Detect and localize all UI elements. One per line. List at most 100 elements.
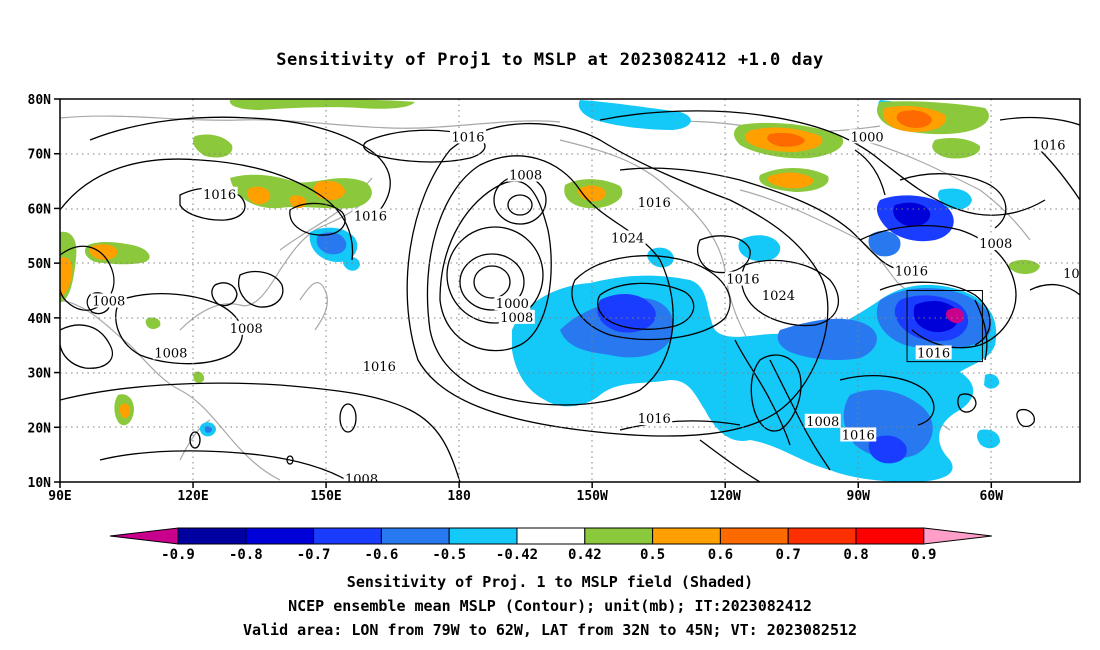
colorbar-label: -0.7 <box>297 547 331 563</box>
contour-label-bg <box>893 263 930 278</box>
contour-label-bg <box>804 413 841 428</box>
caption-line-2: NCEP ensemble mean MSLP (Contour); unit(… <box>288 597 812 615</box>
contour-label-bg <box>636 411 673 426</box>
map-title: Sensitivity of Proj1 to MSLP at 20230824… <box>276 50 824 70</box>
colorbar-label: -0.5 <box>432 547 466 563</box>
contour-label-bg <box>636 194 673 209</box>
contour-label-bg <box>361 359 398 374</box>
colorbar-segment <box>652 527 721 545</box>
lon-tick-label: 180 <box>447 489 471 504</box>
contour-label: 1000 <box>851 130 884 145</box>
longitude-axis: 90E 120E 150E 180 150W 120W 90W 60W <box>48 482 1003 504</box>
contour-label: 1024 <box>611 232 644 247</box>
lat-tick-label: 50N <box>28 257 52 272</box>
contour-label: 1016 <box>363 360 396 375</box>
contour-label-bg <box>609 230 646 245</box>
contour-label-bg <box>507 167 544 182</box>
contour-labels: 1016100810161016101610241000101610081016… <box>90 129 1088 487</box>
contour-label-bg <box>977 235 1014 250</box>
contour-label-bg <box>915 345 952 360</box>
colorbar-low-arrow <box>109 527 179 545</box>
negative-sensitivity-shading <box>199 100 1000 482</box>
colorbar-segment <box>855 527 925 545</box>
contour-label-bg <box>343 471 380 482</box>
contour-label-bg <box>724 271 761 286</box>
lon-tick-label: 120W <box>710 489 741 504</box>
contour-label-bg <box>494 296 531 311</box>
caption-line-3: Valid area: LON from 79W to 62W, LAT fro… <box>242 621 858 639</box>
lon-tick-label: 150W <box>577 489 608 504</box>
contour-label-bg <box>352 208 389 223</box>
lon-tick-label: 60W <box>980 489 1004 504</box>
positive-sensitivity-shading <box>60 99 1040 426</box>
lon-tick-label: 120E <box>177 489 208 504</box>
colorbar-high-arrow <box>923 527 992 545</box>
lon-tick-label: 90E <box>48 489 71 504</box>
colorbar-segment <box>313 527 382 545</box>
contour-label: 1008 <box>500 311 533 326</box>
colorbar-label: 0.6 <box>708 547 733 563</box>
contour-label: 1024 <box>762 289 795 304</box>
contour-label: 1008 <box>806 415 839 430</box>
contour-label-bg <box>90 293 127 308</box>
contour-label: 1016 <box>842 428 875 443</box>
colorbar: -0.9 -0.8 -0.7 -0.6 -0.5 -0.42 0.42 0.5 0.6 0.7 0.… <box>109 527 992 563</box>
contour-label: 1016 <box>203 188 236 203</box>
lat-tick-label: 70N <box>28 148 52 163</box>
colorbar-segment <box>516 527 586 545</box>
contour-label: 1016 <box>451 130 484 145</box>
latitude-axis: 80N 70N 60N 50N 40N 30N 20N 10N <box>28 93 60 491</box>
contour-label-bg <box>498 309 535 324</box>
contour-label: 1016 <box>354 210 387 225</box>
contour-label-bg <box>840 427 877 442</box>
contour-label: 1016 <box>638 412 671 427</box>
contour-label-bg <box>228 320 265 335</box>
colorbar-segment <box>787 527 857 545</box>
lat-tick-label: 30N <box>28 367 52 382</box>
lon-tick-label: 90W <box>847 489 871 504</box>
contour-label-bg <box>201 186 238 201</box>
contour-label-bg <box>760 287 797 302</box>
contour-label: 1008 <box>345 472 378 487</box>
contour-label: 1008 <box>509 169 542 184</box>
contour-label-bg <box>450 129 486 144</box>
contour-label: 1016 <box>726 273 759 288</box>
contour-label-bg <box>849 129 886 144</box>
contour-label-bg <box>152 345 189 360</box>
plot-frame <box>59 98 1081 483</box>
contour-label: 1008 <box>230 322 263 337</box>
colorbar-segment <box>719 527 789 545</box>
lat-tick-label: 80N <box>28 93 52 108</box>
lat-tick-label: 60N <box>28 202 52 217</box>
colorbar-label: 0.9 <box>911 547 936 563</box>
colorbar-segment <box>177 527 247 545</box>
gridlines <box>60 99 1080 482</box>
colorbar-segment <box>245 527 315 545</box>
mslp-contours <box>60 110 1080 482</box>
contour-label: 1008 <box>154 346 187 361</box>
valid-area-box <box>906 290 983 363</box>
contour-label: 1016 <box>1032 139 1065 154</box>
colorbar-label: -0.9 <box>161 547 195 563</box>
contour-label: 1016 <box>917 346 950 361</box>
lat-tick-label: 10N <box>28 476 52 491</box>
colorbar-segment <box>380 527 450 545</box>
colorbar-label: -0.8 <box>229 547 263 563</box>
contour-label: 1000 <box>496 297 529 312</box>
colorbar-label: -0.6 <box>365 547 399 563</box>
lat-tick-label: 20N <box>28 421 52 436</box>
contour-label-bg <box>1061 266 1080 281</box>
colorbar-label: 0.8 <box>843 547 868 563</box>
contour-label: 1008 <box>979 237 1012 252</box>
colorbar-segment <box>584 527 654 545</box>
colorbar-label: 0.5 <box>640 547 665 563</box>
contour-label: 1016 <box>638 196 671 211</box>
lon-tick-label: 150E <box>310 489 341 504</box>
contour-label: 101 <box>1063 267 1088 282</box>
caption-line-1: Sensitivity of Proj. 1 to MSLP field (Sh… <box>346 573 754 591</box>
contour-label-bg <box>1030 137 1067 152</box>
colorbar-segment <box>448 527 518 545</box>
colorbar-label: 0.7 <box>776 547 801 563</box>
lat-tick-label: 40N <box>28 312 52 327</box>
